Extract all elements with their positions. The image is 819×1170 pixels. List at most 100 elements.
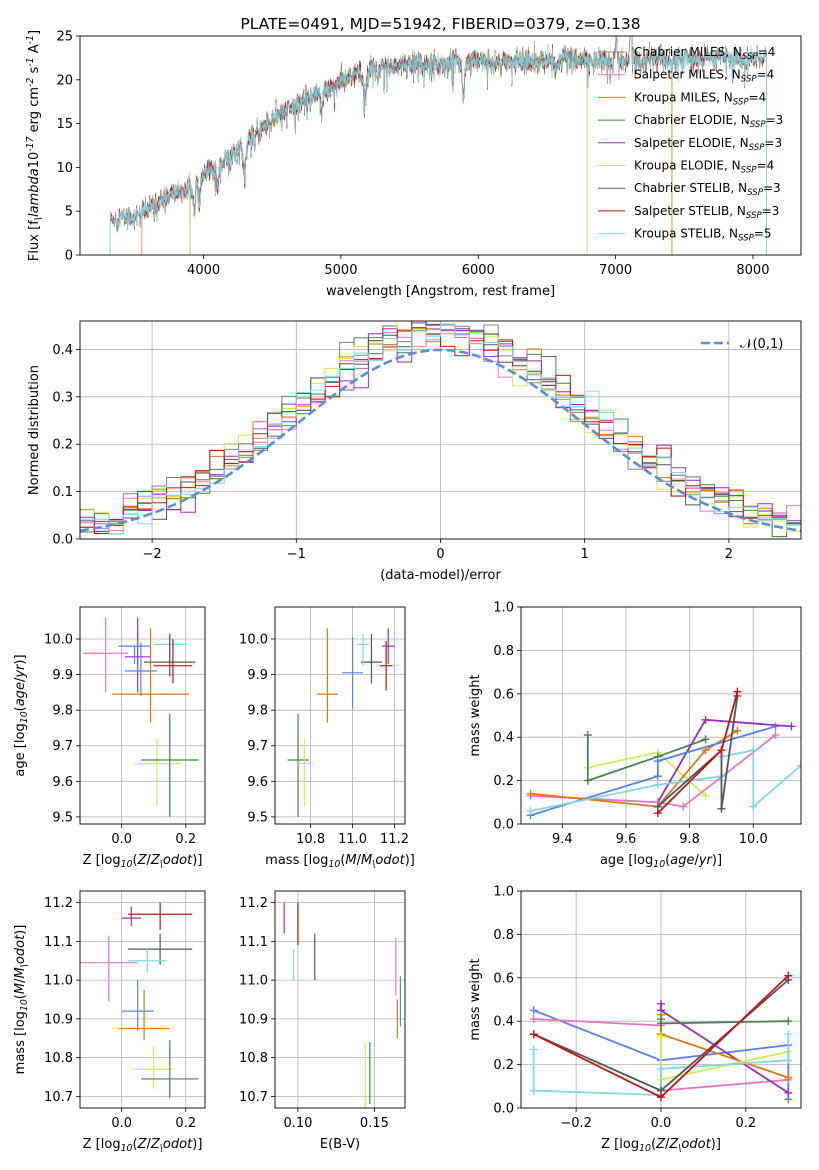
mass-weight-line: [533, 1009, 790, 1100]
axes-frame: [274, 890, 406, 1109]
plus-marker: [784, 1088, 793, 1097]
plus-marker: [701, 735, 710, 744]
y-tick-label: 11.0: [239, 974, 268, 989]
y-tick-label: 0.2: [493, 774, 514, 789]
y-tick-label: 9.7: [52, 739, 73, 754]
legend-label: Salpeter MILES, NSSP=4: [634, 68, 774, 85]
plus-marker: [679, 802, 688, 811]
axes-frame: [79, 35, 802, 256]
histogram-series: [80, 328, 801, 534]
mass-weight-line: [530, 734, 777, 808]
plus-marker: [771, 731, 780, 740]
panel-mass-vs-Z: 0.0 0.2 10.7 10.8 10.9 11.0 11.1 11.2 Z [log10(Z…: [13, 890, 206, 1154]
x-tick-label: 0.0: [111, 1116, 132, 1131]
plus-marker: [529, 1030, 538, 1039]
mass-weight-line: [532, 1034, 790, 1096]
y-tick-label: 11.2: [44, 896, 73, 911]
plot-area: [526, 687, 801, 820]
y-tick-label: 0.6: [493, 687, 514, 702]
plus-marker: [529, 1006, 538, 1015]
y-tick-label: 0.2: [52, 438, 73, 453]
plus-marker: [526, 789, 535, 798]
plus-marker: [653, 809, 662, 818]
x-tick-label: 11.0: [338, 832, 367, 847]
mass-weight-line: [530, 725, 776, 817]
plus-marker: [784, 1056, 793, 1065]
plus-marker: [653, 772, 662, 781]
x-tick-label: 0.2: [175, 832, 196, 847]
x-tick-label: 0.15: [360, 1116, 389, 1131]
legend-label: Kroupa STELIB, NSSP=5: [634, 227, 772, 244]
y-tick-label: 0.8: [493, 644, 514, 659]
x-axis-label: mass [log10(M/M\odot)]: [265, 853, 415, 870]
spectrum-line: [189, 43, 588, 255]
x-axis-label: age [log10(age/yr)]: [600, 853, 722, 870]
plus-marker: [787, 722, 796, 731]
plot-area: [283, 902, 402, 1108]
x-tick-label: 0: [436, 547, 444, 562]
plus-marker: [784, 1073, 793, 1082]
grid: [80, 607, 205, 824]
y-tick-label: 9.6: [247, 775, 268, 790]
x-axis-label: (data-model)/error: [380, 568, 501, 583]
y-tick-label: 0.6: [493, 971, 514, 986]
x-tick-label: 0.2: [736, 1116, 757, 1131]
x-tick-label: 1: [581, 547, 589, 562]
x-tick-label: 0.10: [283, 1116, 312, 1131]
axes-frame: [520, 890, 802, 1109]
y-tick-label: 0.2: [493, 1058, 514, 1073]
panel-age-vs-Z: 0.0 0.2 9.5 9.6 9.7 9.8 9.9 10.0 Z [log10(Z/Z\od…: [13, 606, 206, 870]
plus-marker: [771, 722, 780, 731]
x-tick-label: −1: [287, 547, 306, 562]
plus-marker: [526, 806, 535, 815]
chart-title: PLATE=0491, MJD=51942, FIBERID=0379, z=0…: [240, 15, 640, 33]
legend-label: Kroupa MILES, NSSP=4: [634, 90, 766, 107]
x-tick-label: 4000: [187, 263, 220, 278]
legend-label: Salpeter STELIB, NSSP=3: [634, 204, 779, 221]
spectrum-line: [189, 43, 588, 255]
plot-area: [83, 617, 199, 817]
y-tick-label: 15: [56, 117, 73, 132]
plus-marker: [653, 780, 662, 789]
y-axis-label: mass weight: [468, 674, 483, 756]
plus-marker: [583, 776, 592, 785]
x-tick-label: 9.8: [679, 832, 700, 847]
x-tick-label: 9.4: [552, 832, 573, 847]
panel-spectrum: 4000 5000 6000 7000 8000 0 5 10 15 20 25 wavelength…: [25, 15, 802, 299]
y-tick-label: 9.6: [52, 775, 73, 790]
plus-marker: [784, 1017, 793, 1026]
y-tick-label: 0.8: [493, 928, 514, 943]
y-tick-label: 1.0: [493, 885, 514, 900]
y-tick-label: 0.0: [52, 533, 73, 548]
axes-frame: [520, 606, 802, 825]
x-tick-label: −0.2: [560, 1116, 592, 1131]
y-tick-label: 10: [56, 161, 73, 176]
x-tick-label: 7000: [599, 263, 632, 278]
x-axis-label: Z [log10(Z/Z\odot)]: [601, 1137, 721, 1154]
y-tick-label: 0.3: [52, 390, 73, 405]
axes-frame: [79, 890, 206, 1109]
plot-area: [529, 971, 793, 1104]
y-tick-label: 10.8: [239, 1051, 268, 1066]
spectrum-line: [141, 36, 673, 255]
y-tick-label: 10.0: [239, 633, 268, 648]
plus-marker: [784, 1030, 793, 1039]
x-tick-label: 6000: [462, 263, 495, 278]
x-tick-label: 11.2: [380, 832, 409, 847]
y-tick-label: 0.1: [52, 485, 73, 500]
plus-marker: [657, 1064, 665, 1073]
x-tick-label: −2: [143, 547, 162, 562]
grid: [80, 321, 801, 540]
y-axis-label: mass [log10(M/M\odot)]: [13, 925, 30, 1075]
x-tick-label: 0.0: [651, 1116, 672, 1131]
plus-marker: [657, 1032, 665, 1041]
y-tick-label: 9.8: [52, 704, 73, 719]
x-tick-label: 2: [725, 547, 733, 562]
x-axis-label: wavelength [Angstrom, rest frame]: [326, 284, 555, 299]
y-tick-label: 9.9: [247, 668, 268, 683]
plus-marker: [657, 1019, 665, 1028]
y-tick-label: 10.9: [44, 1012, 73, 1027]
plus-marker: [529, 1045, 538, 1054]
x-tick-label: 0.2: [175, 1116, 196, 1131]
x-axis-label: Z [log10(Z/Z\odot)]: [83, 853, 203, 870]
